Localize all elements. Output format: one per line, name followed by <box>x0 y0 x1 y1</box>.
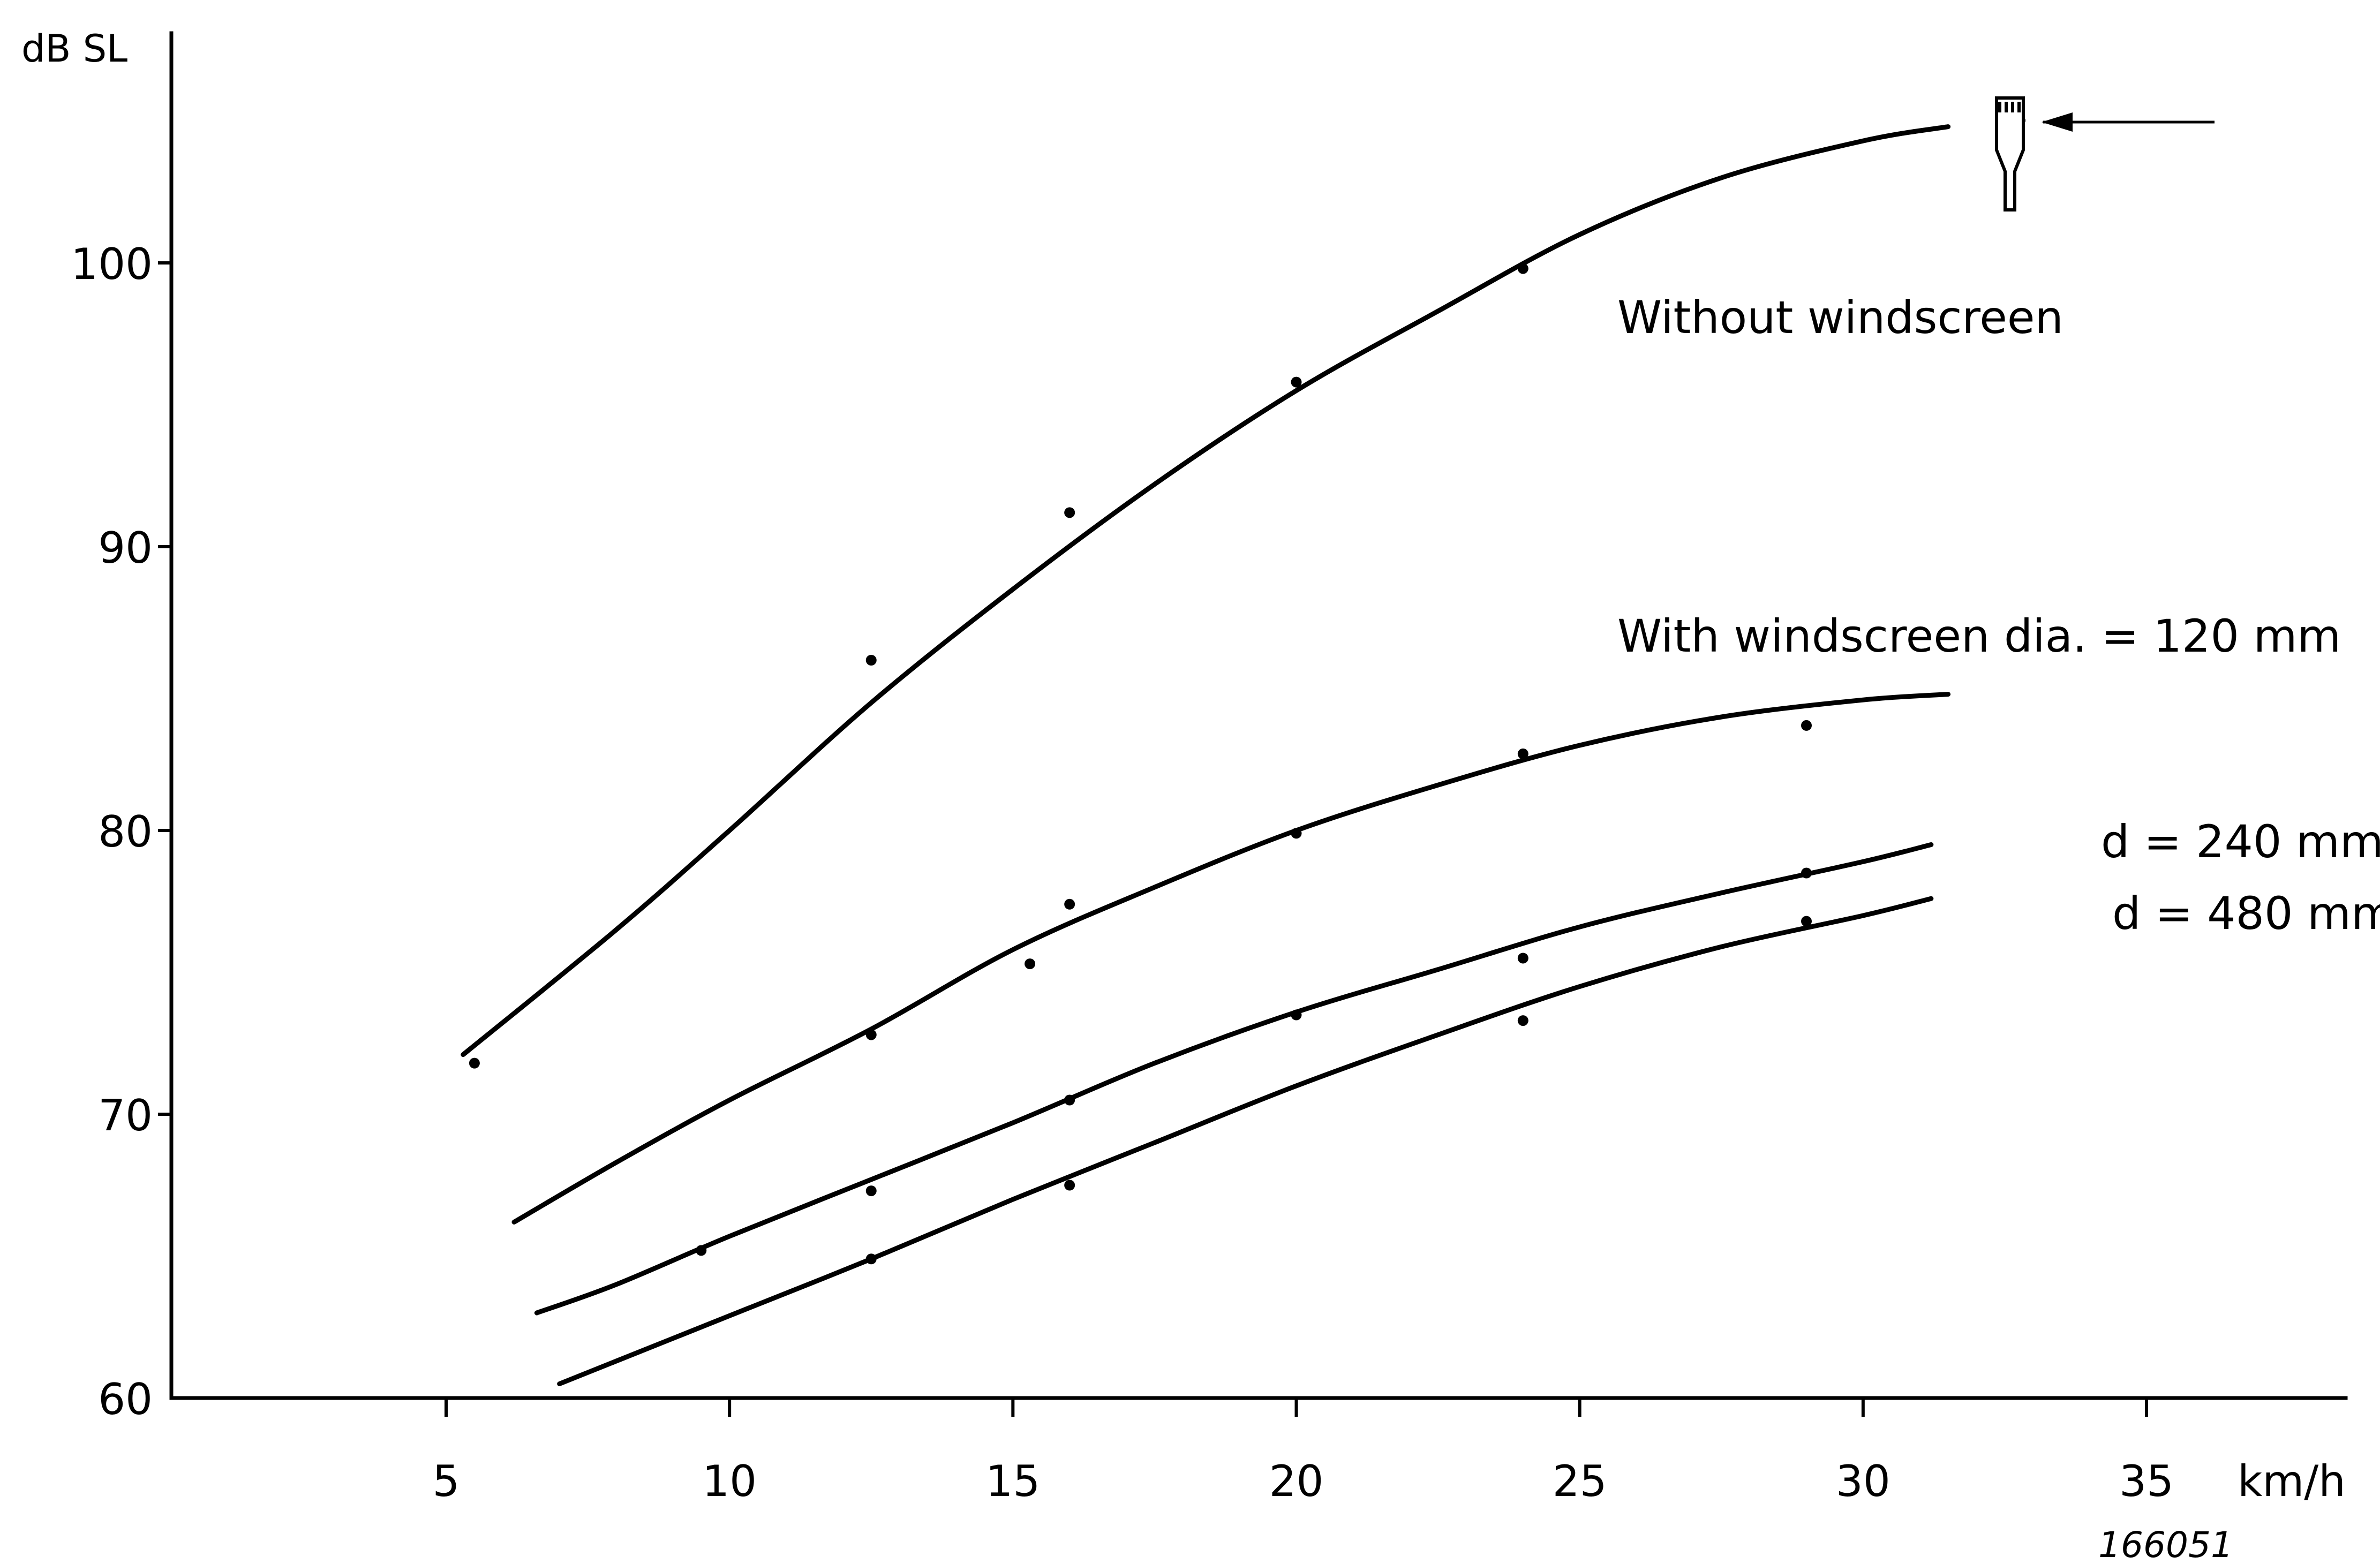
y-tick-label: 100 <box>71 239 153 289</box>
x-tick-label: 5 <box>433 1456 460 1506</box>
series-line-3 <box>534 842 1934 1316</box>
data-point <box>1064 898 1075 910</box>
data-point <box>1291 376 1302 388</box>
data-point <box>865 655 877 666</box>
data-point <box>1517 263 1528 274</box>
data-point <box>1291 1009 1302 1021</box>
data-point <box>1064 1180 1075 1191</box>
data-point <box>1801 916 1812 927</box>
annotation-without-windscreen: Without windscreen <box>1617 291 2063 344</box>
data-point <box>1517 953 1528 964</box>
x-tick-label: 10 <box>702 1456 757 1506</box>
data-point <box>865 1185 877 1197</box>
x-tick-label: 25 <box>1553 1456 1607 1506</box>
microphone-icon <box>1995 96 2025 211</box>
arrow-left-icon <box>2042 112 2215 132</box>
y-tick-label: 80 <box>98 807 153 857</box>
y-tick-label: 60 <box>98 1374 153 1424</box>
series-line-1 <box>461 124 1951 1057</box>
data-point <box>1801 867 1812 879</box>
data-point <box>1517 748 1528 759</box>
annotation-with-windscreen-120mm: With windscreen dia. = 120 mm <box>1617 610 2341 662</box>
series-group <box>461 124 1951 1386</box>
data-point <box>1517 1015 1528 1026</box>
data-point <box>1025 958 1036 970</box>
data-point <box>1801 720 1812 731</box>
y-axis-title: dB SL <box>21 27 127 71</box>
x-axis-title: km/h <box>2238 1456 2346 1506</box>
y-tick-label: 70 <box>98 1091 153 1140</box>
series-line-4 <box>557 896 1934 1386</box>
data-point <box>696 1245 707 1256</box>
points-group <box>469 263 1812 1265</box>
data-point <box>1064 507 1075 518</box>
x-tick-label: 30 <box>1836 1456 1891 1506</box>
data-point <box>1291 828 1302 839</box>
x-tick-label: 35 <box>2119 1456 2174 1506</box>
annotation-d-240mm: d = 240 mm <box>2101 815 2380 868</box>
figure-number: 166051 <box>2098 1524 2233 1564</box>
y-tick-label: 90 <box>98 523 153 573</box>
x-tick-label: 20 <box>1269 1456 1324 1506</box>
axes: 5 10 15 20 25 30 35 60 70 80 90 100 dB SL km/h <box>21 27 2348 1506</box>
data-point <box>469 1057 480 1069</box>
data-point <box>865 1253 877 1265</box>
data-point <box>1064 1094 1075 1106</box>
x-tick-label: 15 <box>985 1456 1040 1506</box>
data-point <box>865 1029 877 1040</box>
annotation-d-480mm: d = 480 mm <box>2112 887 2380 940</box>
axis-lines <box>169 31 2348 1400</box>
series-line-2 <box>511 692 1951 1225</box>
